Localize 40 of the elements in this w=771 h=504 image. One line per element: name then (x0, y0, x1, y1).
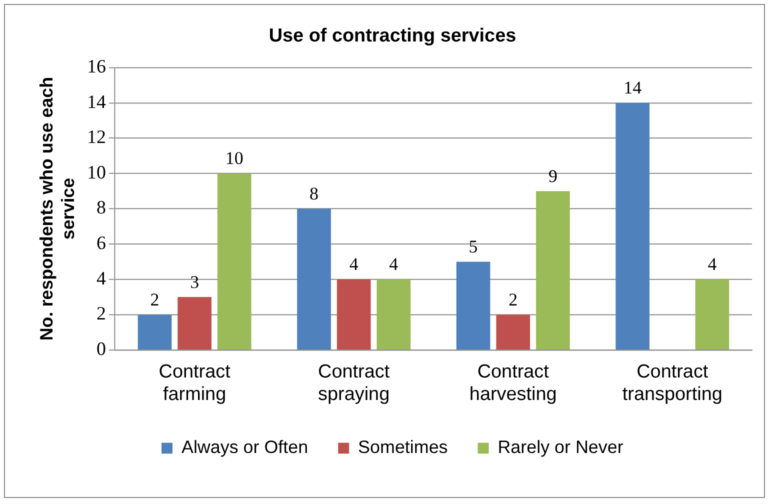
x-tick-label: Contract farming (158, 362, 232, 406)
data-label: 2 (150, 289, 160, 310)
y-tick-label: 4 (96, 268, 106, 290)
y-tick-label: 10 (87, 162, 106, 184)
data-label: 4 (349, 254, 358, 274)
bar (496, 314, 530, 350)
chart-title: Use of contracting services (268, 25, 516, 46)
bar (178, 297, 212, 350)
bar (616, 102, 650, 350)
y-tick-label: 16 (87, 56, 106, 78)
bar (456, 262, 490, 350)
y-tick-label: 12 (87, 127, 106, 148)
bar (536, 191, 570, 350)
x-tick-label: Contract spraying (318, 362, 390, 406)
x-tick-label: Contract harvesting (469, 362, 557, 406)
bar (297, 208, 331, 350)
data-label: 4 (389, 254, 398, 274)
y-axis-title: No. respondents who use each service (36, 76, 78, 341)
data-label: 4 (708, 254, 717, 274)
y-tick-label: 0 (96, 338, 106, 360)
y-tick-label: 8 (96, 198, 106, 219)
data-label: 14 (624, 78, 642, 98)
y-tick-label: 6 (96, 233, 106, 254)
data-label: 8 (310, 184, 319, 204)
bar (695, 279, 730, 350)
data-label: 9 (548, 166, 558, 186)
bar (138, 314, 172, 350)
bar (217, 173, 252, 350)
bar (376, 279, 411, 350)
legend-label: Always or Often (181, 437, 308, 458)
y-tick-label: 14 (87, 92, 106, 113)
data-label: 5 (468, 236, 478, 256)
y-tick-label: 2 (96, 304, 106, 325)
bar (336, 279, 371, 350)
data-label: 3 (190, 272, 200, 292)
data-label: 10 (225, 148, 244, 168)
x-tick-label: Contract transporting (622, 362, 722, 406)
legend-label: Rarely or Never (498, 437, 624, 458)
legend-label: Sometimes (358, 437, 448, 458)
data-label: 2 (508, 289, 518, 310)
